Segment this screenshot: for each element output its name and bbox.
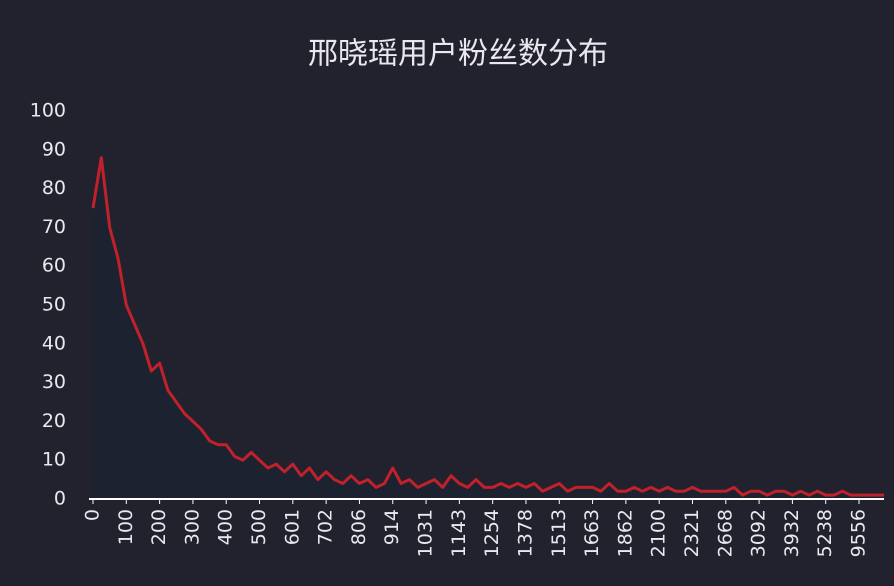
y-tick-label: 60 — [42, 255, 66, 277]
x-tick-label: 5238 — [814, 509, 836, 557]
line — [91, 156, 884, 497]
x-tick-label: 1862 — [614, 509, 636, 557]
y-tick-label: 10 — [42, 449, 66, 471]
x-tick-label: 100 — [115, 509, 137, 545]
x-tick-label: 702 — [315, 509, 337, 545]
x-tick-label: 9556 — [848, 509, 870, 557]
x-tick-label: 3092 — [748, 509, 770, 557]
x-tick-label: 2100 — [648, 509, 670, 557]
x-tick-label: 1378 — [514, 509, 536, 557]
y-tick-label: 40 — [42, 332, 66, 354]
x-tick-label: 1031 — [415, 509, 437, 557]
x-tick-label: 500 — [248, 509, 270, 545]
x-tick-label: 2668 — [714, 509, 736, 557]
x-tick-label: 2321 — [681, 509, 703, 557]
x-tick-label: 3932 — [781, 509, 803, 557]
y-tick-label: 20 — [42, 410, 66, 432]
x-tick-label: 806 — [348, 509, 370, 545]
y-tick-label: 0 — [54, 488, 66, 510]
y-tick-label: 100 — [30, 100, 66, 122]
y-tick-label: 90 — [42, 138, 66, 160]
x-tick-label: 0 — [82, 509, 104, 521]
x-tick-label: 1254 — [481, 509, 503, 557]
x-tick-label: 200 — [148, 509, 170, 545]
y-tick-label: 70 — [42, 216, 66, 238]
x-tick-label: 1143 — [448, 509, 470, 557]
x-tick-label: 400 — [215, 509, 237, 545]
x-tick-label: 1513 — [548, 509, 570, 557]
chart-title: 邢晓瑶用户粉丝数分布 — [308, 37, 608, 72]
y-tick-label: 30 — [42, 371, 66, 393]
x-tick-label: 1663 — [581, 509, 603, 557]
x-tick-label: 601 — [281, 509, 303, 545]
x-tick-label: 914 — [381, 509, 403, 545]
y-tick-label: 80 — [42, 177, 66, 199]
y-tick-label: 50 — [42, 294, 66, 316]
x-tick-label: 300 — [181, 509, 203, 545]
area — [93, 157, 884, 499]
